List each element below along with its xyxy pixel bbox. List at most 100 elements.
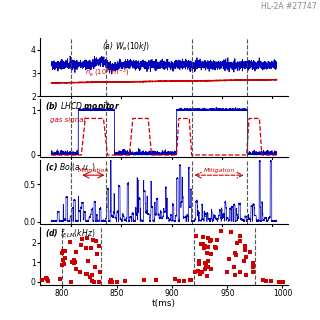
Point [226,257,231,262]
Point [199,269,204,275]
Text: HL-2A #27747: HL-2A #27747 [261,2,317,11]
Point [250,261,255,266]
Point [242,247,247,252]
Point [109,279,114,284]
Point [241,259,246,264]
Point [204,273,209,278]
Point [93,238,98,244]
Point [189,277,194,283]
Point [206,264,211,269]
Point [61,257,66,262]
Point [44,276,49,281]
Text: (c) $Bol(a.u.)$: (c) $Bol(a.u.)$ [45,161,96,173]
Point [71,261,76,266]
Point [280,279,285,284]
Point [68,240,73,245]
Point [83,272,88,277]
Point [85,235,90,240]
Point [141,277,147,283]
Point [194,234,199,239]
Point [62,262,67,267]
Point [96,243,101,248]
Point [91,279,96,284]
Point [78,242,83,247]
Point [225,269,230,275]
Point [202,267,207,272]
Point [243,273,248,278]
Point [250,264,255,269]
Point [213,245,218,251]
Text: $n_e$ $(10^{19}m^{-3})$: $n_e$ $(10^{19}m^{-3})$ [84,66,129,78]
Point [84,246,89,251]
Point [86,258,91,263]
Point [232,272,237,277]
Text: (b) $LHCD$ monitor: (b) $LHCD$ monitor [45,100,120,112]
Point [69,259,75,264]
Point [234,241,239,246]
Point [243,254,248,259]
Point [92,264,98,269]
Point [90,272,95,277]
Point [62,248,68,253]
Point [203,244,208,249]
Point [238,270,243,275]
Point [39,277,44,283]
Point [108,277,114,283]
Point [264,278,269,284]
Point [176,279,181,284]
Point [193,270,198,275]
Point [214,237,220,242]
Point [201,234,206,239]
Point [208,267,213,272]
Text: gas signal: gas signal [50,117,85,123]
Point [97,269,102,275]
Point [87,275,92,280]
Point [69,279,74,284]
Point [229,229,234,235]
Point [84,272,89,277]
Point [205,259,211,264]
Point [182,278,187,284]
Point [88,246,93,251]
X-axis label: t(ms): t(ms) [152,299,176,308]
Point [79,237,84,242]
Point [197,262,202,267]
Point [60,251,65,256]
Point [89,278,94,284]
Point [261,278,266,283]
Point [123,278,128,284]
Point [91,238,96,243]
Text: (a) $W_e(10kJ)$: (a) $W_e(10kJ)$ [102,40,150,53]
Point [95,251,100,256]
Point [232,251,237,256]
Point [187,277,192,282]
Point [77,270,82,275]
Point [196,268,201,273]
Point [204,262,209,268]
Point [238,238,243,244]
Point [44,276,50,281]
Point [234,252,239,258]
Point [74,267,79,272]
Point [247,249,252,254]
Point [209,252,214,257]
Point [60,262,65,267]
Text: Mitigation: Mitigation [78,168,109,173]
Point [268,278,273,284]
Point [231,264,236,269]
Point [225,269,230,274]
Point [62,255,67,260]
Point [153,277,158,283]
Point [57,276,62,282]
Text: Mitigation: Mitigation [204,168,235,173]
Point [218,228,223,233]
Point [204,250,209,255]
Point [45,278,51,284]
Point [237,234,242,239]
Point [197,271,202,276]
Point [196,258,202,263]
Text: (d) $f_{ELM}(kHz)$: (d) $f_{ELM}(kHz)$ [45,228,95,240]
Point [73,250,78,255]
Point [114,279,119,284]
Point [172,276,178,281]
